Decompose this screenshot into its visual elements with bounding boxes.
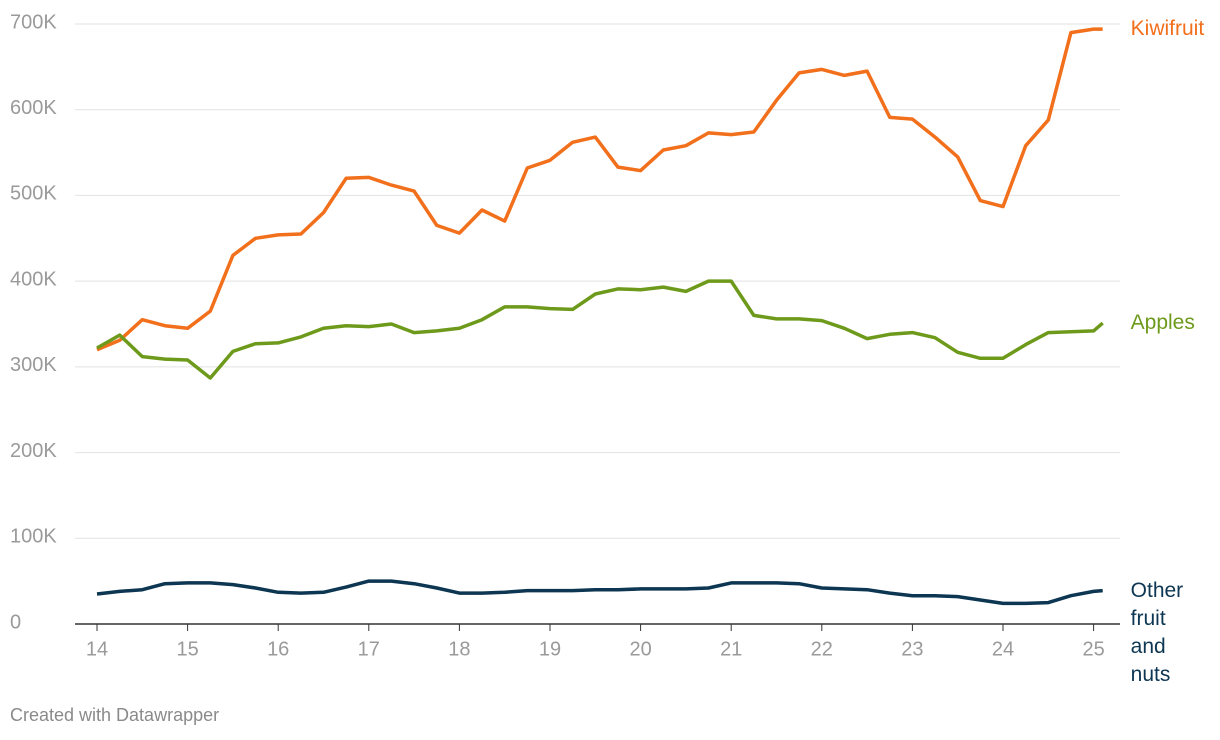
x-tick-label: 18 xyxy=(448,638,470,660)
y-tick-label: 700K xyxy=(10,11,57,33)
x-tick-label: 21 xyxy=(720,638,742,660)
x-tick-label: 17 xyxy=(358,638,380,660)
series-label: Kiwifruit xyxy=(1130,17,1205,41)
series-label: Other fruit and nuts xyxy=(1130,578,1184,686)
x-tick-label: 16 xyxy=(267,638,289,660)
series-label: Apples xyxy=(1130,311,1195,335)
x-tick-label: 15 xyxy=(176,638,198,660)
x-tick-label: 24 xyxy=(992,638,1014,660)
y-tick-label: 600K xyxy=(10,97,57,119)
x-tick-label: 19 xyxy=(539,638,561,660)
y-tick-label: 200K xyxy=(10,440,57,462)
x-tick-label: 20 xyxy=(629,638,651,660)
y-tick-label: 100K xyxy=(10,526,57,548)
series-line xyxy=(96,279,1104,380)
series-line xyxy=(96,579,1103,606)
x-tick-label: 14 xyxy=(86,638,108,660)
y-tick-label: 500K xyxy=(10,183,57,205)
y-tick-label: 0 xyxy=(10,611,21,633)
y-tick-label: 400K xyxy=(10,268,57,290)
x-tick-label: 22 xyxy=(811,638,833,660)
x-tick-label: 23 xyxy=(901,638,923,660)
credit-note: Created with Datawrapper xyxy=(10,705,220,725)
x-tick-label: 25 xyxy=(1082,638,1104,660)
y-tick-label: 300K xyxy=(10,354,57,376)
series-line xyxy=(96,27,1103,352)
